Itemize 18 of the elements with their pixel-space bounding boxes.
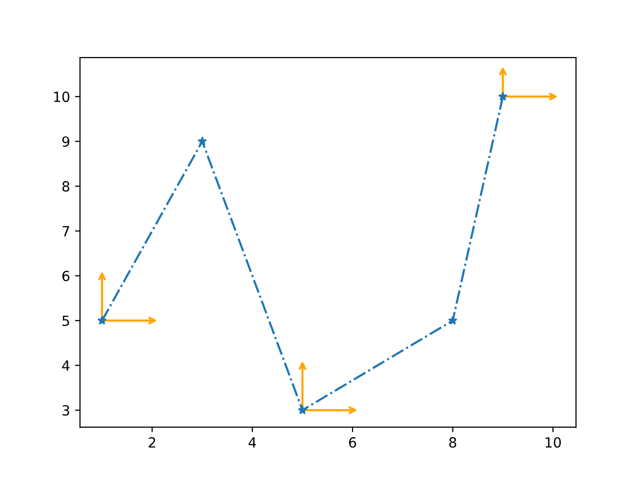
y-tick-label: 4 bbox=[62, 360, 70, 371]
x-tick-label: 4 bbox=[248, 437, 256, 448]
y-tick-label: 9 bbox=[62, 136, 70, 147]
y-tick-label: 5 bbox=[62, 316, 70, 326]
point bbox=[198, 136, 207, 146]
point bbox=[298, 405, 308, 414]
y-tick-label: 6 bbox=[62, 270, 70, 282]
y-tick-label: 8 bbox=[62, 181, 70, 192]
point bbox=[448, 316, 458, 325]
x-tick-label: 10 bbox=[546, 437, 561, 448]
y-tick-label: 10 bbox=[54, 92, 70, 102]
y-tick-label: 7 bbox=[62, 226, 70, 236]
x-tick-label: 6 bbox=[349, 437, 356, 448]
x-tick-label: 8 bbox=[449, 437, 456, 448]
point bbox=[97, 316, 107, 325]
point bbox=[498, 92, 508, 101]
y-tick-label: 3 bbox=[62, 405, 70, 416]
x-tick-label: 2 bbox=[148, 437, 156, 448]
